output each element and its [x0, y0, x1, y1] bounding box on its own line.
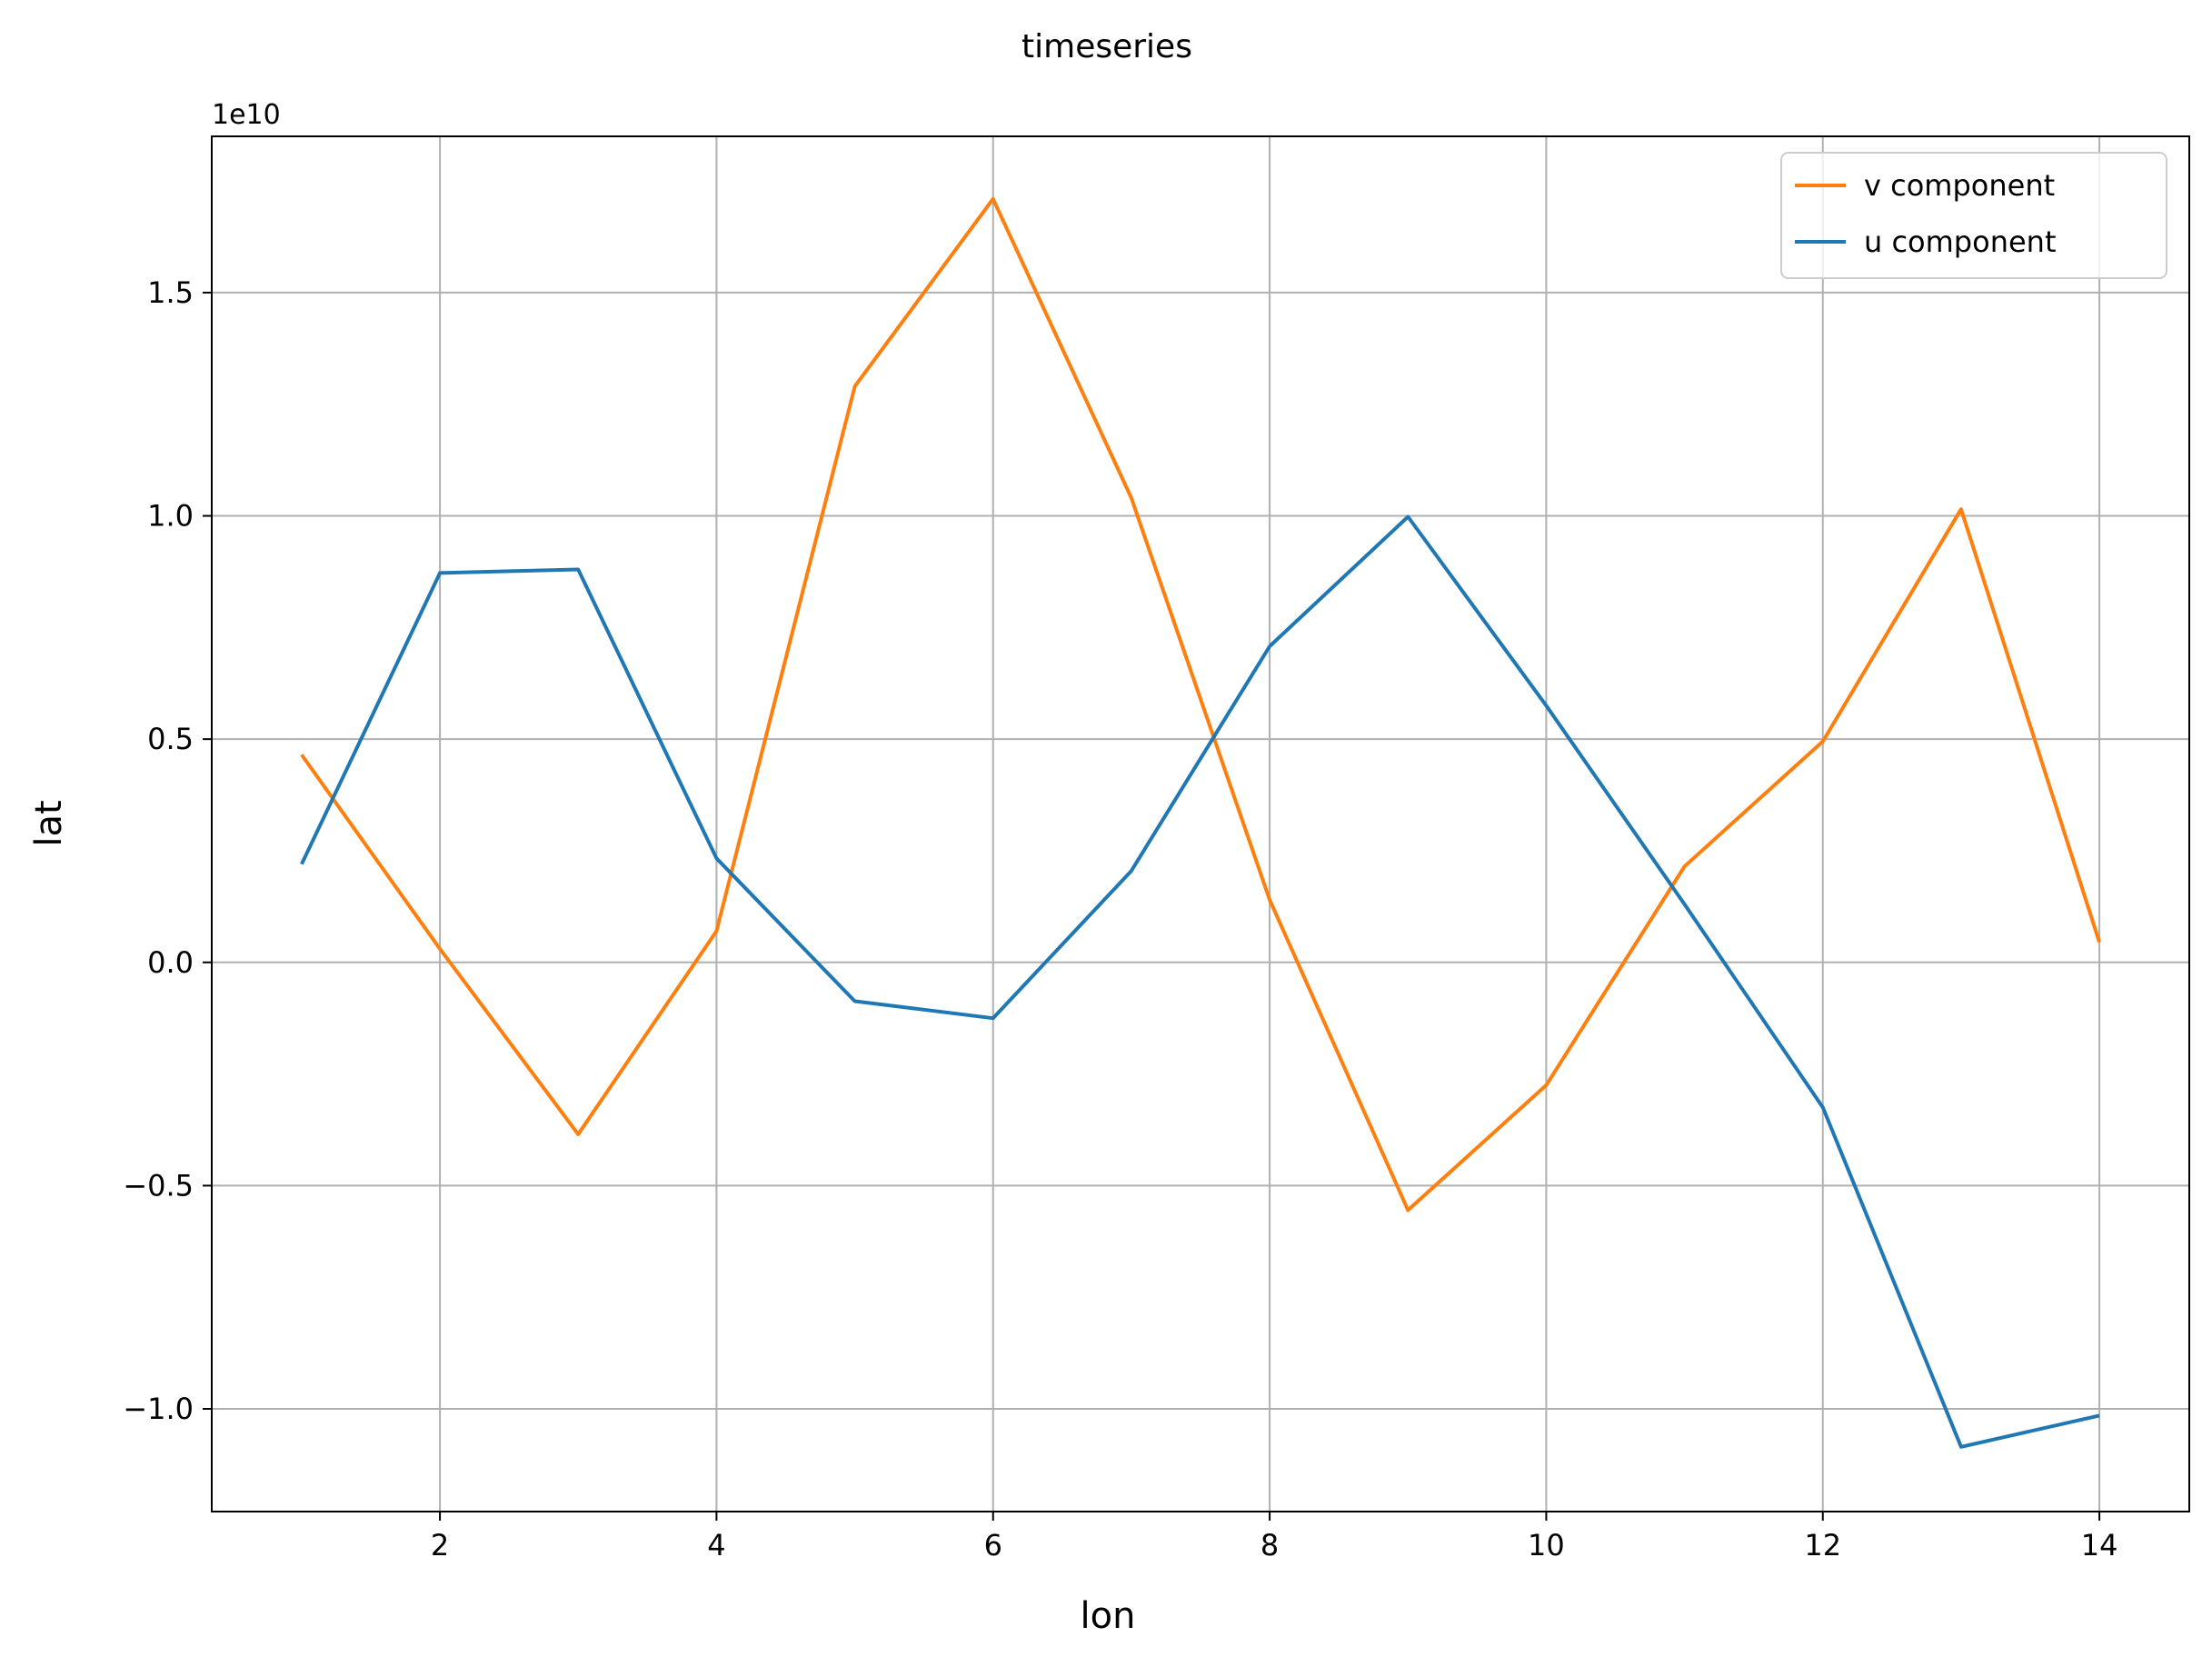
y-tick-label: −0.5: [123, 1168, 194, 1203]
series-lines: [300, 196, 2102, 1449]
x-tick-label: 12: [1804, 1528, 1841, 1562]
x-tick-label: 8: [1260, 1528, 1279, 1562]
x-tick-label: 2: [431, 1528, 449, 1562]
plot-area-frame: [211, 135, 2190, 1512]
y-tick-label: −1.0: [123, 1392, 194, 1426]
y-offset-label: 1e10: [212, 99, 281, 131]
y-tick-label: 0.5: [147, 722, 194, 756]
legend-label-u-component: u component: [1864, 225, 2056, 259]
y-tick-label: 1.5: [147, 275, 194, 310]
legend-box: [1780, 152, 2167, 279]
axis-ticks: 2 4 6 8 10 12 14 −1.0 −0.5 0.0 0.5 1.0 1.5: [123, 275, 2117, 1562]
y-tick-label: 0.0: [147, 945, 194, 980]
legend: v component u component: [1780, 152, 2167, 279]
y-tick-label: 1.0: [147, 499, 194, 534]
chart-title: timeseries: [1021, 28, 1192, 65]
x-tick-label: 4: [707, 1528, 725, 1562]
y-axis-label: lat: [28, 800, 70, 846]
series-line-v-component: [300, 196, 2102, 1213]
grid: [212, 136, 2189, 1512]
x-axis-label: lon: [1081, 1595, 1136, 1637]
x-tick-label: 14: [2081, 1528, 2118, 1562]
series-line-u-component: [300, 514, 2100, 1449]
x-tick-label: 10: [1528, 1528, 1565, 1562]
legend-label-v-component: v component: [1864, 168, 2055, 203]
x-tick-label: 6: [984, 1528, 1002, 1562]
